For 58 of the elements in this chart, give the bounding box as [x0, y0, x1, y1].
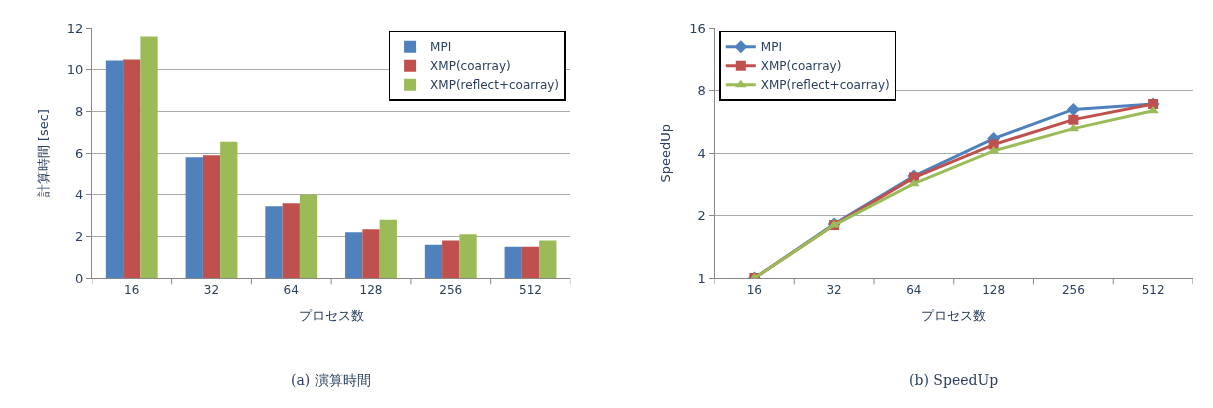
legend-label: XMP(reflect+coarray) — [430, 78, 560, 93]
y-tick-label: 8 — [75, 104, 84, 120]
text: (a) 演算時間 — [291, 372, 371, 388]
y-tick-label: 16 — [689, 20, 706, 36]
x-axis-title: プロセス数 — [298, 308, 364, 324]
x-tick-label: 512 — [519, 282, 542, 297]
point — [1068, 114, 1079, 125]
y-tick-label: 1 — [697, 270, 706, 286]
bar — [504, 246, 522, 279]
point — [1147, 105, 1159, 114]
y-tick-label: 4 — [697, 145, 706, 161]
y-tick-label: 8 — [697, 83, 706, 99]
x-tick-label: 16 — [124, 282, 140, 297]
x-tick-label: 128 — [982, 282, 1006, 297]
legend-label: MPI — [430, 40, 452, 55]
bar — [299, 194, 318, 279]
point — [908, 178, 920, 187]
bar — [140, 36, 158, 279]
text: (b) SpeedUp — [909, 372, 999, 388]
y-tick-label: 0 — [75, 270, 84, 286]
bar — [220, 141, 238, 279]
bar — [379, 219, 397, 279]
x-tick-label: 32 — [203, 282, 220, 297]
y-tick-label: 4 — [75, 187, 84, 203]
y-tick-label: 12 — [66, 20, 84, 36]
y-tick-label: 2 — [697, 208, 706, 224]
bar — [442, 240, 460, 279]
x-tick-label: 64 — [906, 282, 922, 297]
bar — [282, 203, 300, 279]
point — [1066, 102, 1080, 116]
bar — [521, 246, 540, 279]
x-tick-label: 128 — [359, 282, 383, 297]
bar — [539, 240, 557, 279]
bar — [424, 244, 443, 279]
x-tick-label: 32 — [826, 282, 842, 297]
bar — [105, 60, 124, 279]
legend-label: MPI — [760, 40, 782, 55]
x-tick-label: 256 — [439, 282, 463, 297]
y-tick-label: 10 — [66, 62, 84, 78]
legend-label: XMP(coarray) — [430, 59, 511, 74]
bar — [362, 229, 380, 279]
y-axis-title: 計算時間 [sec] — [35, 109, 51, 198]
bar — [185, 157, 203, 279]
x-axis-title: プロセス数 — [921, 308, 987, 324]
x-tick-label: 512 — [1141, 282, 1165, 297]
bar — [345, 232, 363, 279]
bar — [265, 206, 283, 279]
y-tick-label: 6 — [75, 145, 84, 161]
bar — [202, 155, 221, 279]
bar — [459, 234, 477, 279]
x-tick-label: 256 — [1061, 282, 1085, 297]
x-tick-label: 64 — [283, 282, 299, 297]
legend-label: XMP(reflect+coarray) — [760, 78, 890, 93]
legend-label: XMP(coarray) — [760, 59, 842, 74]
y-axis-title: SpeedUp — [658, 123, 674, 183]
x-tick-label: 16 — [746, 282, 763, 297]
y-tick-label: 2 — [75, 229, 84, 244]
bar — [123, 59, 141, 279]
